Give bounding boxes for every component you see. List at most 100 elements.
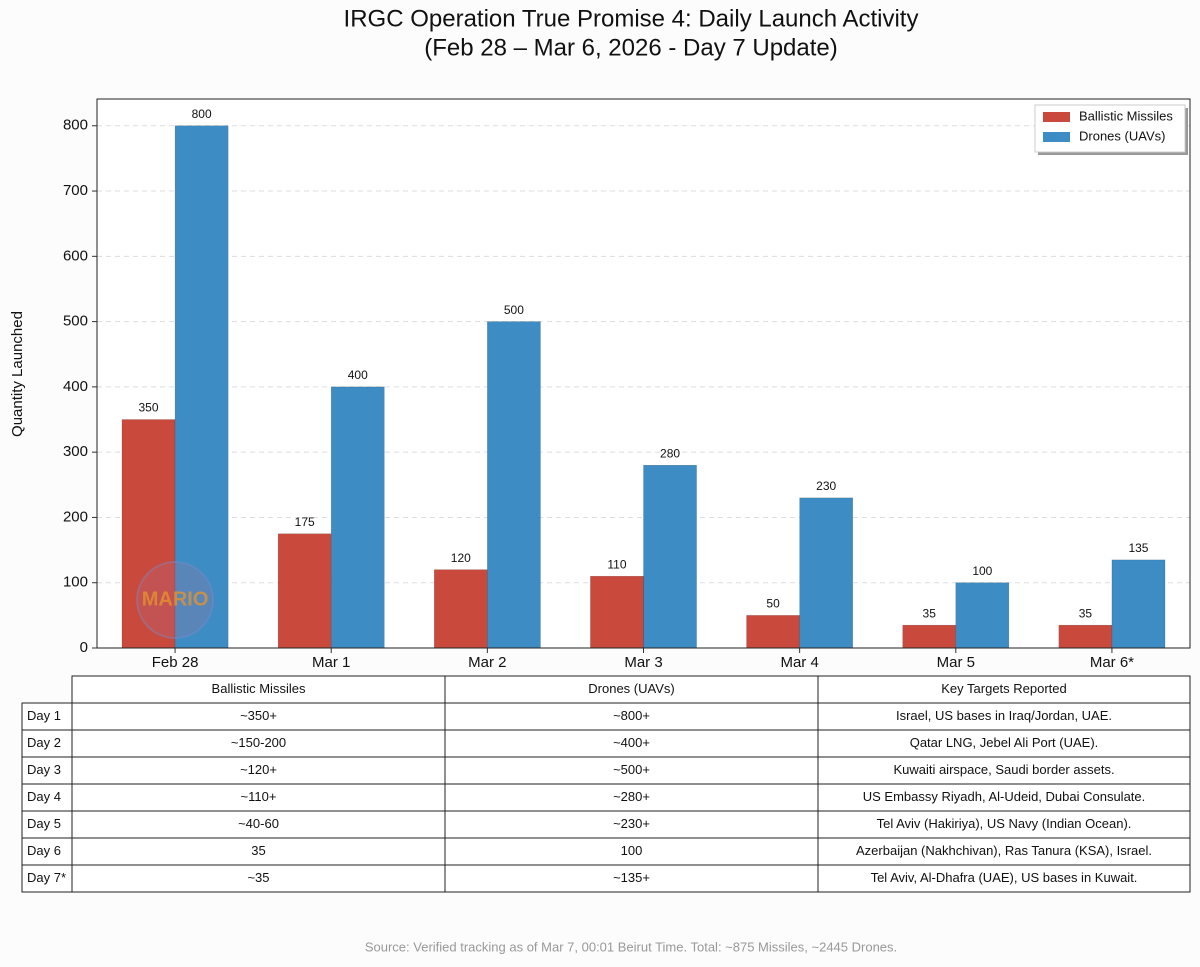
table-cell [817,729,1191,758]
table-cell [21,702,73,731]
bar [121,419,176,649]
y-tick-label: 400 [63,378,88,395]
legend-swatch [1043,112,1070,122]
plot-frame [96,98,1191,649]
table-cell [21,810,73,839]
y-tick-label: 100 [63,574,88,591]
x-tick-label: Mar 6* [1090,654,1134,671]
bar [902,624,957,649]
value-label: 280 [660,446,680,460]
table-cell [817,837,1191,866]
value-label: 110 [607,557,626,571]
table-value: Azerbaijan (Nakhchivan), Ras Tanura (KSA… [856,843,1152,858]
bar [330,386,385,649]
table-value: Israel, US bases in Iraq/Jordan, UAE. [896,708,1112,723]
x-tick-label: Feb 28 [152,654,199,671]
table-cell [444,729,819,758]
bar [487,321,541,649]
table-header: Key Targets Reported [941,681,1067,696]
y-tick-label: 800 [63,117,88,134]
y-tick-label: 600 [63,247,88,264]
table-value: ~135+ [613,870,650,885]
x-tick-label: Mar 3 [624,654,662,671]
table-value: 35 [251,843,265,858]
y-tick-label: 200 [63,508,88,525]
legend-swatch [1043,132,1070,142]
table-value: Tel Aviv (Hakiriya), US Navy (Indian Oce… [877,816,1132,831]
bar [799,497,853,649]
x-tick-label: Mar 4 [780,654,818,671]
table-cell [817,810,1191,839]
table-cell [444,837,819,866]
table-cell [21,756,73,785]
row-label: Day 4 [27,789,61,804]
value-label: 230 [816,479,836,493]
value-label: 35 [1079,606,1093,620]
table-value: Qatar LNG, Jebel Ali Port (UAE). [910,735,1099,750]
row-label: Day 5 [27,816,61,831]
table-cell [817,864,1191,893]
bar [955,582,1010,649]
value-label: 175 [295,515,315,529]
table-header-cell [71,675,446,704]
x-tick-label: Mar 1 [312,654,350,671]
table-header: Drones (UAVs) [588,681,674,696]
table-cell [444,864,819,893]
table-value: ~500+ [613,762,650,777]
table-header-cell [444,675,819,704]
value-label: 50 [766,597,780,611]
table-value: Kuwaiti airspace, Saudi border assets. [893,762,1114,777]
x-tick-label: Mar 5 [937,654,975,671]
row-label: Day 6 [27,843,61,858]
y-tick-label: 500 [63,313,88,330]
value-label: 400 [348,368,368,382]
table-cell [21,864,73,893]
value-label: 135 [1128,541,1148,555]
table-value: ~800+ [613,708,650,723]
y-tick-label: 0 [80,639,88,656]
value-label: 800 [192,107,212,121]
value-label: 100 [972,564,992,578]
watermark-badge [136,561,215,639]
table-cell [444,756,819,785]
value-label: 35 [923,606,937,620]
table-cell [817,756,1191,785]
table-cell [71,864,446,893]
table-cell [21,783,73,812]
source-note: Source: Verified tracking as of Mar 7, 0… [365,939,897,954]
bar [1058,624,1113,649]
table-cell [817,783,1191,812]
table-cell [444,702,819,731]
table-cell [71,783,446,812]
table-cell [71,702,446,731]
table-value: US Embassy Riyadh, Al-Udeid, Dubai Consu… [863,789,1146,804]
table-value: ~150-200 [231,735,286,750]
table-value: ~110+ [241,789,277,804]
value-label: 350 [139,401,159,415]
bar [590,575,644,649]
bar [643,464,697,649]
legend-label: Drones (UAVs) [1079,128,1165,143]
table-value: ~35 [247,870,269,885]
table-header-cell [817,675,1191,704]
value-label: 120 [451,551,471,565]
table-value: Tel Aviv, Al-Dhafra (UAE), US bases in K… [871,870,1138,885]
table-value: 100 [621,843,643,858]
chart-subtitle: (Feb 28 – Mar 6, 2026 - Day 7 Update) [424,34,838,61]
row-label: Day 1 [27,708,61,723]
chart-title: IRGC Operation True Promise 4: Daily Lau… [344,5,919,32]
value-label: 500 [504,303,524,317]
row-label: Day 3 [27,762,61,777]
table-value: ~280+ [613,789,650,804]
table-value: ~400+ [613,735,650,750]
row-label: Day 7* [27,870,66,885]
y-tick-label: 300 [63,443,88,460]
bar [174,125,229,649]
table-value: ~40-60 [238,816,279,831]
y-axis-label: Quantity Launched [9,311,26,437]
bar [434,569,488,649]
table-cell [71,756,446,785]
x-tick-label: Mar 2 [468,654,506,671]
y-tick-label: 700 [63,182,88,199]
